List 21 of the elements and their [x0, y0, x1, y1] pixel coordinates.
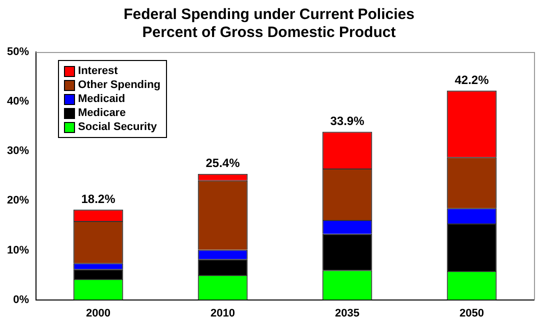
total-label: 18.2%: [81, 192, 116, 206]
y-tick-label: 20%: [6, 194, 30, 207]
chart-subtitle: Percent of Gross Domestic Product: [142, 24, 396, 42]
legend-label: Interest: [77, 64, 119, 78]
legend-label: Other Spending: [77, 78, 161, 92]
total-label: 33.9%: [330, 114, 365, 128]
x-tick-label: 2035: [335, 307, 360, 320]
x-tick-label: 2050: [460, 307, 484, 320]
y-tick-label: 40%: [6, 96, 30, 108]
legend-label: Medicaid: [77, 92, 126, 106]
total-label: 42.2%: [454, 72, 490, 87]
legend-label: Social Security: [77, 120, 158, 134]
y-tick-label: 0%: [13, 294, 30, 306]
y-tick-label: 10%: [6, 244, 30, 256]
x-tick-label: 2010: [210, 307, 235, 320]
total-label: 25.4%: [206, 156, 240, 170]
x-tick-label: 2000: [86, 307, 111, 320]
y-tick-label: 50%: [6, 46, 30, 58]
legend-label: Medicare: [77, 106, 127, 120]
y-tick-label: 30%: [6, 145, 30, 158]
chart-title: Federal Spending under Current Policies: [124, 6, 414, 24]
